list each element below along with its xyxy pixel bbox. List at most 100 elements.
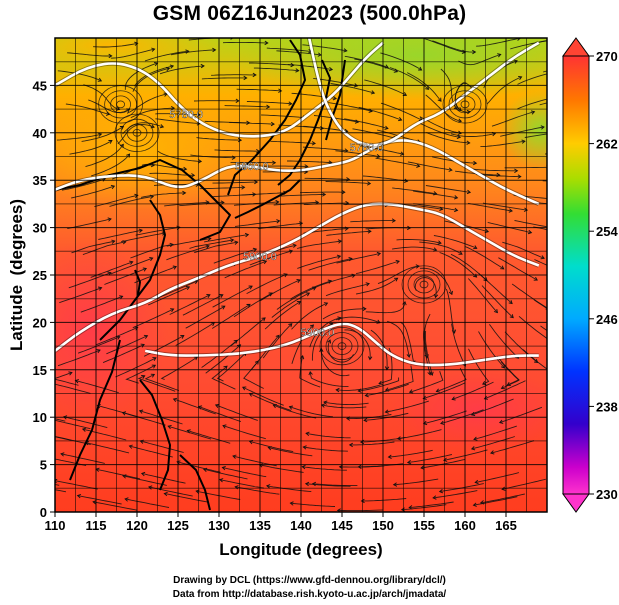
streamline-arrow [149, 257, 154, 262]
streamline [450, 133, 496, 137]
streamline [110, 48, 155, 59]
streamline-arrow [222, 424, 227, 429]
streamline-arrow [288, 405, 293, 410]
streamline [361, 498, 407, 502]
streamline [55, 458, 87, 467]
streamline-arrow [180, 334, 185, 339]
streamline [55, 436, 91, 446]
streamline-arrow [500, 265, 505, 270]
streamline-arrow [167, 424, 172, 430]
streamline [335, 316, 381, 324]
streamline [388, 449, 433, 458]
streamline [326, 230, 371, 236]
streamline-arrow [248, 285, 253, 290]
streamline-arrow [429, 371, 434, 376]
streamline-arrow [253, 179, 259, 185]
streamline-arrow [435, 388, 440, 393]
map-title: GSM 06Z16Jun2023 (500.0hPa) [152, 2, 467, 25]
streamline-arrow [323, 400, 328, 405]
streamline-arrow [530, 110, 536, 115]
x-tick-label: 145 [331, 518, 353, 533]
streamline-arrow [212, 47, 217, 53]
streamline-arrow [151, 47, 156, 52]
streamline [82, 428, 127, 441]
streamline-arrow [509, 314, 514, 319]
streamline [392, 187, 437, 195]
streamline-arrow [327, 339, 332, 344]
streamline-arrow [557, 70, 560, 74]
anticyclone-ring [110, 95, 131, 114]
streamline [59, 287, 102, 304]
streamline [241, 192, 287, 196]
y-tick-label: 5 [40, 458, 47, 473]
streamline-arrow [163, 491, 168, 497]
streamline-arrow [266, 484, 271, 489]
streamline [486, 76, 522, 105]
streamline-arrow [22, 410, 25, 414]
streamline [289, 406, 334, 418]
streamline-arrow [508, 300, 513, 305]
streamline [233, 292, 273, 318]
streamline [344, 118, 389, 129]
streamline [71, 185, 115, 199]
streamline-arrow [76, 493, 82, 499]
streamline [336, 384, 381, 391]
streamline [481, 285, 514, 319]
streamline-arrow [219, 294, 224, 298]
colorbar: 270 262 254 246 238 230 [562, 37, 618, 513]
streamline [156, 280, 198, 300]
streamline [330, 83, 375, 94]
streamline [110, 257, 153, 275]
streamline [472, 168, 518, 172]
streamline [534, 259, 547, 266]
streamline [380, 102, 423, 121]
streamline-arrow [472, 160, 478, 166]
streamline [484, 380, 526, 400]
streamline-arrow [97, 132, 103, 137]
streamline-arrow [60, 452, 65, 457]
lat-lon-grid [50, 38, 547, 517]
streamline-arrow [108, 140, 113, 144]
streamline-arrow [335, 387, 340, 393]
streamline [385, 400, 429, 413]
streamline [471, 398, 514, 416]
streamline [61, 178, 106, 191]
streamline-arrow [406, 460, 412, 465]
streamline [504, 331, 538, 363]
streamline-arrow [296, 301, 302, 305]
streamline [358, 377, 400, 392]
streamline-arrow [437, 240, 442, 245]
streamline [475, 472, 520, 483]
streamline-arrow [470, 446, 476, 451]
streamline-arrow [152, 357, 157, 362]
streamline [243, 360, 264, 389]
streamline [498, 257, 538, 281]
streamline-arrow [304, 164, 309, 169]
streamline-arrow [433, 191, 438, 196]
streamline [423, 410, 467, 425]
streamline [356, 260, 400, 275]
streamline-arrow [437, 97, 442, 102]
streamline-arrow [514, 168, 519, 173]
streamline [189, 239, 234, 249]
streamline [533, 299, 547, 309]
x-tick-label: 125 [167, 518, 189, 533]
streamline-arrow [110, 184, 116, 190]
streamline-arrow [272, 160, 277, 165]
streamline [356, 277, 398, 295]
streamline-arrow [551, 38, 554, 42]
streamline-arrow [150, 373, 156, 378]
streamline [287, 160, 332, 164]
streamline-arrow [190, 173, 196, 178]
streamline [106, 335, 148, 355]
streamline [354, 58, 398, 73]
streamline [312, 483, 358, 487]
streamline [502, 241, 545, 259]
streamline [236, 88, 282, 92]
streamline-arrow [254, 360, 259, 365]
streamline [308, 258, 352, 271]
streamline [98, 229, 143, 240]
streamline-arrow [323, 302, 329, 307]
streamline [83, 84, 120, 110]
streamline-arrow [396, 436, 402, 441]
